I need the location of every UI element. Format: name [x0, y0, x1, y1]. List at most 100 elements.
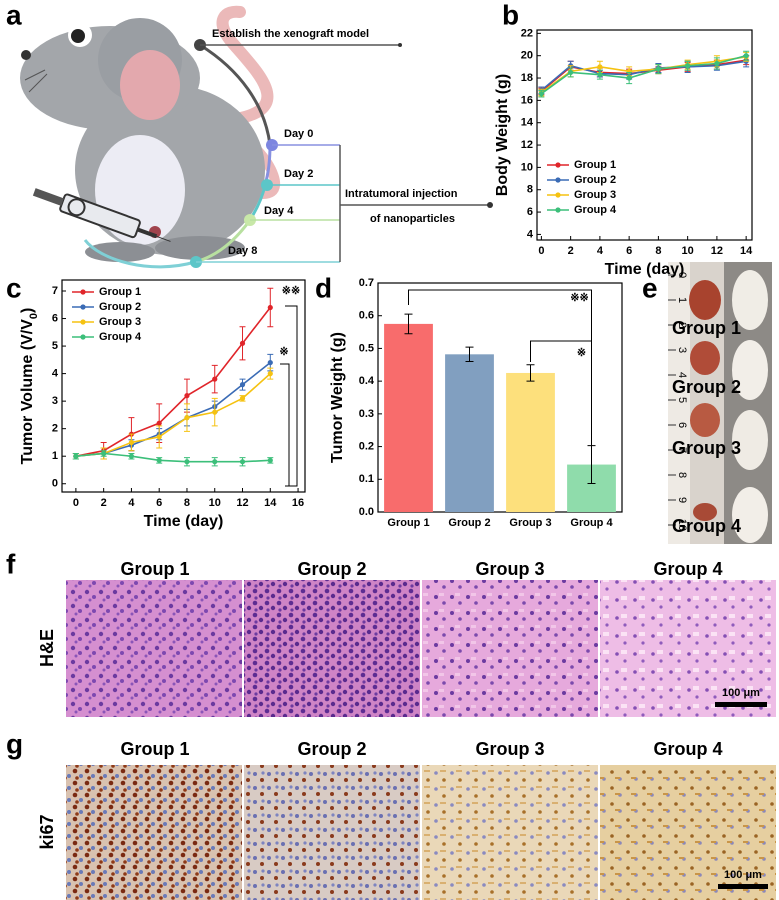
ruler-label: 7 [676, 447, 688, 453]
legend-label: Group 2 [99, 301, 141, 313]
x-tick-label: Group 1 [387, 517, 429, 529]
x-tick-label: Group 4 [570, 517, 613, 529]
y-tick-label: 7 [52, 285, 58, 297]
y-axis-label-text: Tumor Weight (g) [329, 332, 346, 463]
legend-label: Group 4 [99, 331, 142, 343]
panel-label: b [502, 0, 519, 30]
data-point [184, 415, 190, 421]
panel-label: c [6, 272, 22, 303]
data-point [212, 409, 218, 415]
legend-marker [555, 177, 561, 183]
data-point [156, 434, 162, 440]
data-point [538, 91, 544, 97]
scale-bar-label: 100 μm [722, 687, 760, 699]
panel-label: g [6, 728, 23, 759]
significance-label: ※ [279, 346, 288, 358]
y-tick-label: 10 [521, 161, 533, 173]
ruler-label: 4 [676, 372, 688, 378]
x-tick-label: Group 2 [448, 517, 490, 529]
x-tick-label: 16 [292, 497, 304, 509]
photo-group-label: Group 3 [672, 438, 741, 458]
data-point [128, 453, 135, 459]
x-tick-label: 6 [156, 497, 162, 509]
ruler-label: 10 [676, 519, 688, 531]
panel-label: a [6, 0, 22, 30]
error-bar [404, 313, 413, 335]
x-tick-label: 2 [568, 245, 574, 257]
data-point [714, 60, 720, 67]
x-tick-label: 8 [655, 245, 661, 257]
ruler-label: 9 [676, 497, 688, 503]
data-point [184, 393, 190, 399]
photo-group-label: Group 4 [672, 516, 741, 536]
y-tick-label: 0.5 [359, 342, 374, 354]
legend-marker [80, 304, 86, 310]
data-point [212, 376, 218, 382]
data-point [156, 457, 162, 463]
legend-label: Group 3 [99, 316, 141, 328]
day-label: Day 0 [284, 128, 313, 140]
scale-bar-label: 100 μm [724, 869, 762, 881]
ruler-label: 5 [676, 397, 688, 403]
x-tick-label: 4 [128, 497, 135, 509]
y-tick-label: 2 [52, 423, 58, 435]
series-line [75, 452, 271, 463]
timeline [83, 39, 493, 269]
ruler-label: 6 [676, 422, 688, 428]
y-axis-label: Tumor Weight (g) [329, 332, 346, 463]
legend-label: Group 1 [99, 286, 141, 298]
data-point [156, 420, 162, 426]
y-tick-label: 6 [527, 206, 533, 218]
significance-bracket [285, 305, 298, 487]
legend-marker [555, 207, 561, 213]
histology-group: Group 2 [297, 559, 366, 579]
data-point [267, 371, 273, 377]
y-tick-label: 0.6 [359, 310, 374, 322]
x-axis-label: Time (day) [144, 513, 224, 530]
data-point [73, 453, 79, 459]
day-label: Day 2 [284, 168, 313, 180]
data-point [743, 53, 749, 59]
histology-group: Group 4 [653, 739, 722, 759]
y-axis-label-text: Tumor Volume (V/V [19, 319, 36, 465]
y-tick-label: 8 [527, 184, 533, 196]
y-tick-label: 3 [52, 395, 58, 407]
y-tick-label: 0.2 [359, 440, 374, 452]
photo-group-label: Group 1 [672, 318, 741, 338]
panel-label: e [642, 272, 658, 303]
x-tick-label: 10 [209, 497, 221, 509]
day-label: Day 4 [264, 205, 294, 217]
legend-label: Group 1 [574, 159, 616, 171]
y-axis-label-end: ) [19, 308, 36, 313]
data-point [212, 459, 218, 465]
legend-marker [80, 334, 86, 340]
mouse-illustration [20, 5, 281, 262]
bar [445, 354, 494, 512]
stain-label: ki67 [37, 814, 57, 849]
x-axis-label: Time (day) [605, 261, 685, 278]
significance-bracket [530, 340, 592, 362]
y-tick-label: 22 [521, 27, 533, 39]
series-line [540, 54, 747, 95]
ruler-label: 3 [676, 347, 688, 353]
legend-label: Group 3 [574, 189, 616, 201]
y-tick-label: 0.4 [359, 375, 375, 387]
significance-label: ※※ [282, 285, 300, 297]
y-axis-label: Tumor Volume (V/V0) [19, 308, 40, 465]
significance-bracket [280, 363, 290, 486]
data-point [267, 304, 273, 311]
ruler-label: 0 [676, 272, 688, 278]
ki67-images [66, 765, 776, 900]
x-tick-label: 8 [184, 497, 190, 509]
histology-group: Group 3 [475, 559, 544, 579]
photo-group-label: Group 2 [672, 377, 741, 397]
data-point [184, 459, 190, 465]
x-tick-label: 14 [740, 245, 753, 257]
significance-label: ※※ [570, 292, 588, 304]
ruler: 0 1 2 3 4 5 6 7 8 9 10 [668, 272, 688, 531]
legend-marker [555, 162, 561, 168]
stain-label: H&E [37, 629, 57, 667]
y-tick-label: 6 [52, 312, 58, 324]
y-axis-label-text: Body Weight (g) [494, 74, 511, 196]
